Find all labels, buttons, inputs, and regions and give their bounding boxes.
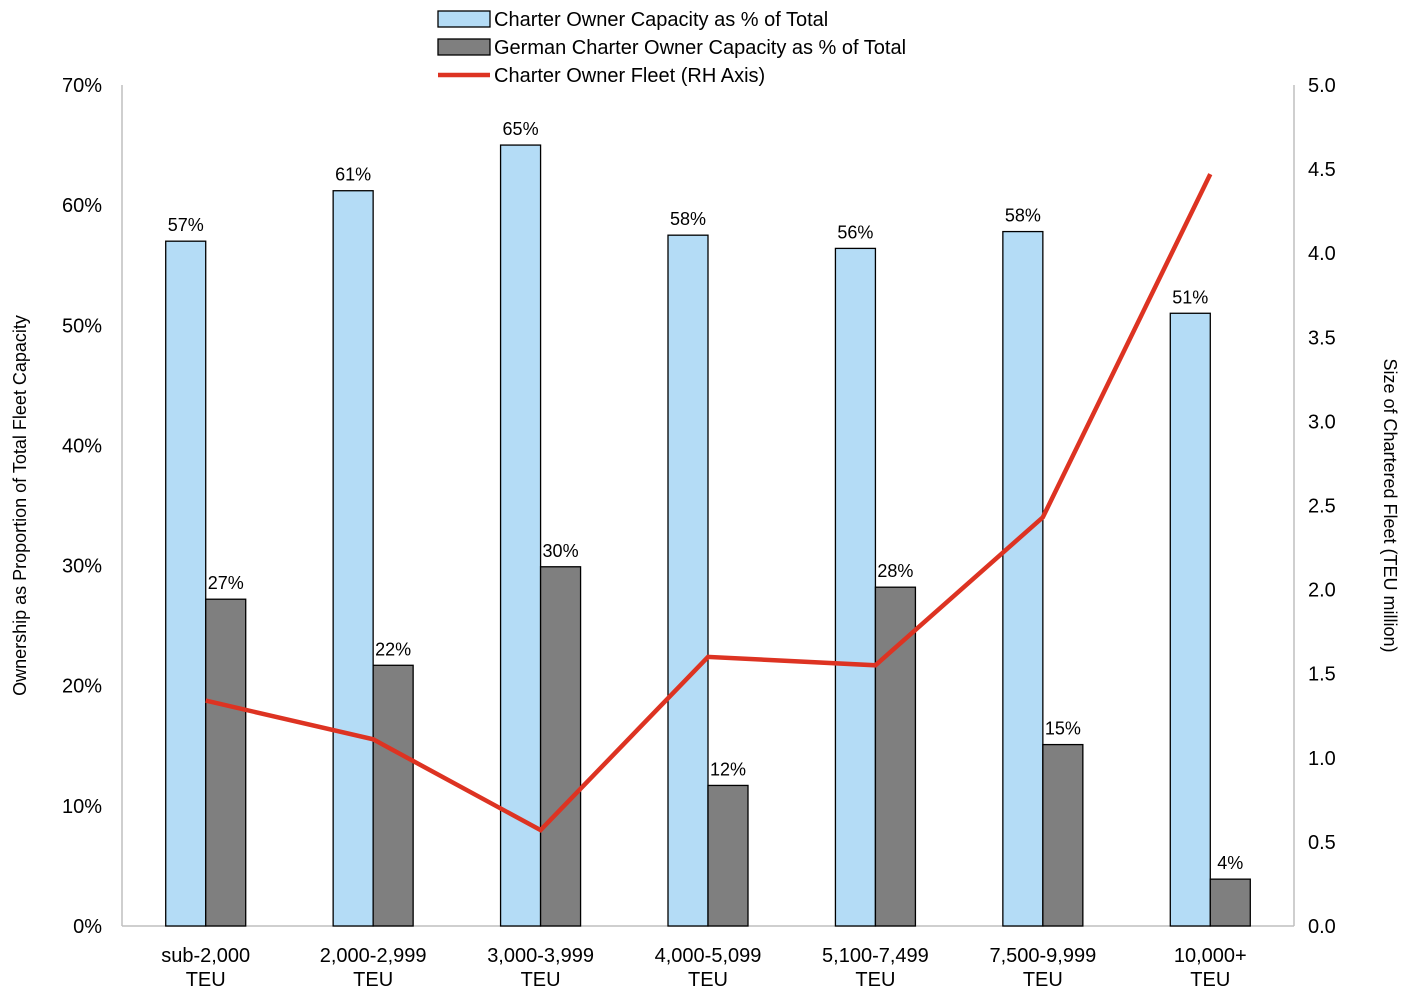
x-tick-label: TEU xyxy=(353,969,393,990)
bar-data-label: 30% xyxy=(543,541,579,561)
bar-data-label: 15% xyxy=(1045,719,1081,739)
x-tick-label: 3,000-3,999 xyxy=(487,945,594,967)
legend-swatch xyxy=(437,38,491,56)
x-tick-label: TEU xyxy=(1190,969,1230,990)
bar-german-charter-owner xyxy=(539,566,582,927)
x-tick-label: 7,500-9,999 xyxy=(989,945,1096,967)
right-tick-label: 2.5 xyxy=(1308,496,1336,518)
bar-data-label: 61% xyxy=(335,165,371,185)
x-tick-label: TEU xyxy=(855,969,895,990)
bar-charter-owner xyxy=(499,144,542,927)
bar-data-label: 27% xyxy=(208,573,244,593)
left-tick-label: 0% xyxy=(73,916,102,938)
right-tick-label: 1.0 xyxy=(1308,748,1336,770)
right-tick-label: 0.0 xyxy=(1308,916,1336,938)
legend-label: Charter Owner Fleet (RH Axis) xyxy=(494,65,765,87)
right-tick-label: 4.0 xyxy=(1308,243,1336,265)
left-tick-label: 40% xyxy=(62,435,102,457)
bar-charter-owner xyxy=(834,247,877,927)
left-tick-label: 10% xyxy=(62,796,102,818)
right-tick-label: 4.5 xyxy=(1308,159,1336,181)
right-tick-label: 1.5 xyxy=(1308,664,1336,686)
x-tick-label: TEU xyxy=(186,969,226,990)
bar-german-charter-owner xyxy=(874,586,917,927)
bar-data-label: 12% xyxy=(710,759,746,779)
bar-data-label: 58% xyxy=(1005,206,1041,226)
right-tick-label: 0.5 xyxy=(1308,832,1336,854)
bar-data-label: 22% xyxy=(375,639,411,659)
bar-data-label: 57% xyxy=(168,215,204,235)
right-tick-label: 3.5 xyxy=(1308,327,1336,349)
x-tick-label: TEU xyxy=(688,969,728,990)
bar-german-charter-owner xyxy=(1209,878,1251,927)
x-tick-label: 10,000+ xyxy=(1174,945,1247,967)
left-tick-label: 20% xyxy=(62,676,102,698)
left-axis-title: Ownership as Proportion of Total Fleet C… xyxy=(10,315,30,696)
bar-german-charter-owner xyxy=(372,664,414,927)
bar-charter-owner xyxy=(165,240,207,927)
right-tick-label: 3.0 xyxy=(1308,411,1336,433)
x-tick-label: TEU xyxy=(521,969,561,990)
legend-label: German Charter Owner Capacity as % of To… xyxy=(494,37,906,59)
x-tick-label: sub-2,000 xyxy=(161,945,250,967)
bar-data-label: 58% xyxy=(670,209,706,229)
bar-german-charter-owner xyxy=(205,598,247,927)
right-tick-label: 2.0 xyxy=(1308,580,1336,602)
x-tick-label: TEU xyxy=(1023,969,1063,990)
bar-data-label: 51% xyxy=(1172,287,1208,307)
bar-charter-owner xyxy=(667,234,709,927)
bar-data-label: 28% xyxy=(877,561,913,581)
x-tick-label: 4,000-5,099 xyxy=(655,945,762,967)
left-tick-label: 60% xyxy=(62,195,102,217)
left-tick-label: 50% xyxy=(62,315,102,337)
bar-data-label: 56% xyxy=(837,222,873,242)
x-tick-label: 5,100-7,499 xyxy=(822,945,929,967)
right-axis-title: Size of Chartered Fleet (TEU million) xyxy=(1380,358,1400,652)
bar-german-charter-owner xyxy=(1042,743,1084,927)
bar-charter-owner xyxy=(1002,230,1044,927)
bar-german-charter-owner xyxy=(707,784,749,927)
bar-charter-owner xyxy=(332,190,374,927)
left-tick-label: 70% xyxy=(62,75,102,97)
bar-charter-owner xyxy=(1169,312,1211,927)
right-tick-label: 5.0 xyxy=(1308,75,1336,97)
left-tick-label: 30% xyxy=(62,556,102,578)
legend-swatch xyxy=(437,10,491,28)
x-tick-label: 2,000-2,999 xyxy=(320,945,427,967)
bar-data-label: 65% xyxy=(503,119,539,139)
bar-data-label: 4% xyxy=(1217,853,1243,873)
legend-label: Charter Owner Capacity as % of Total xyxy=(494,9,828,31)
